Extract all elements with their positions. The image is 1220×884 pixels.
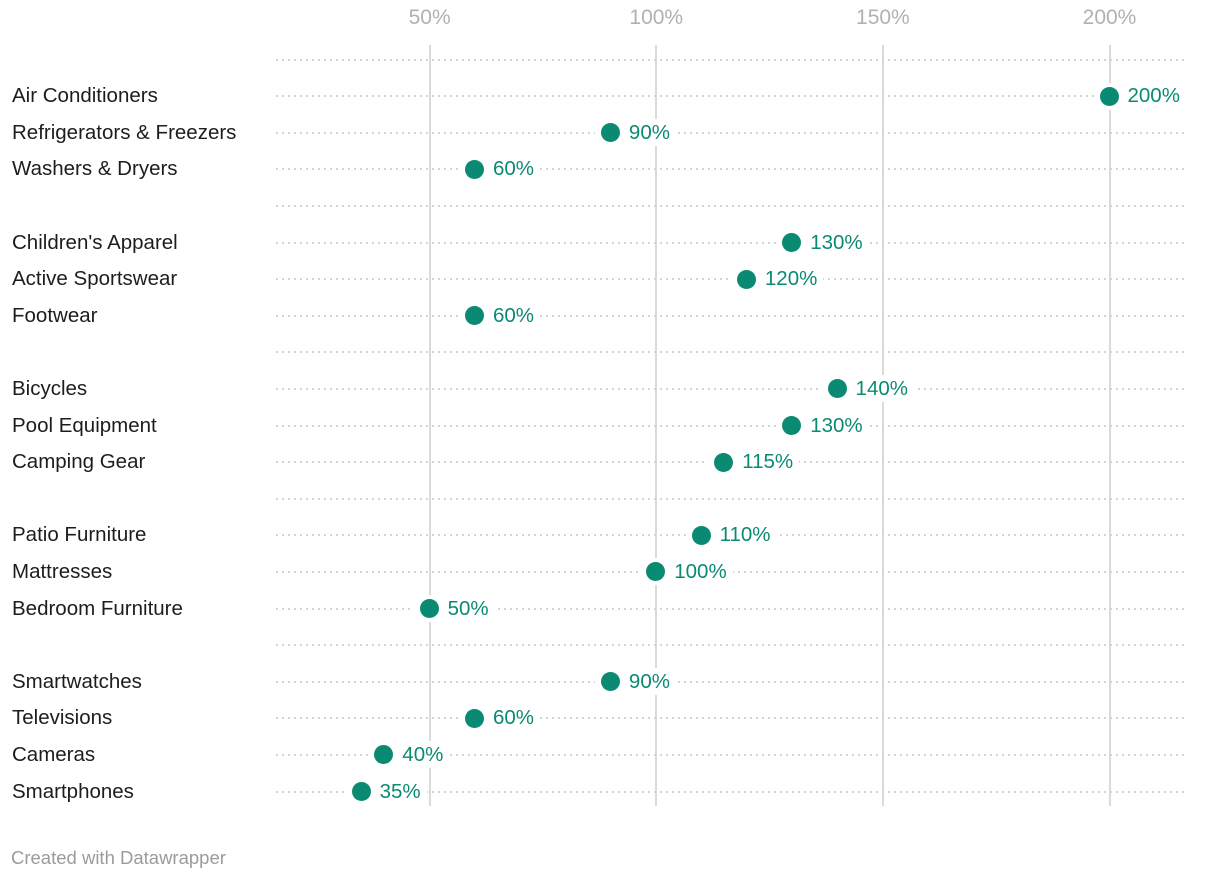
category-label: Televisions: [12, 706, 113, 730]
data-point-dot: [736, 269, 756, 289]
data-point-dot: [351, 782, 371, 801]
data-point: 100%: [640, 558, 733, 586]
x-axis-tick-label: 200%: [1082, 6, 1137, 29]
category-label: Active Sportswear: [12, 267, 178, 291]
value-label: 60%: [492, 157, 534, 181]
category-label: Bedroom Furniture: [12, 596, 183, 620]
category-label: Air Conditioners: [12, 84, 158, 108]
category-label: Bicycles: [12, 376, 88, 400]
value-label: 130%: [810, 230, 863, 254]
data-point: 90%: [594, 668, 676, 696]
data-point: 60%: [458, 302, 540, 330]
value-label: 40%: [402, 742, 444, 766]
data-point: 130%: [776, 229, 869, 256]
row-leader-line: [276, 131, 1188, 134]
row-leader-line: [276, 753, 1188, 756]
data-point: 130%: [776, 412, 869, 439]
data-point: 60%: [458, 155, 540, 183]
data-point: 110%: [685, 521, 777, 549]
value-label: 140%: [855, 376, 908, 400]
row-leader-line: [276, 351, 1188, 354]
category-label: Refrigerators & Freezers: [12, 120, 237, 144]
data-point: 200%: [1093, 82, 1186, 110]
data-point-dot: [782, 233, 802, 252]
category-label: Cameras: [12, 742, 96, 766]
data-point-dot: [464, 708, 484, 728]
row-leader-line: [276, 607, 1188, 610]
category-label: Mattresses: [12, 559, 113, 583]
data-point-dot: [600, 672, 620, 692]
credit-text: Created with Datawrapper: [11, 847, 226, 868]
data-point-dot: [419, 599, 439, 618]
data-point-dot: [464, 306, 484, 326]
value-label: 90%: [628, 669, 670, 693]
data-point: 90%: [594, 119, 676, 147]
data-point-dot: [782, 416, 802, 435]
value-label: 100%: [674, 559, 727, 583]
value-label: 60%: [492, 303, 534, 327]
category-label: Children's Apparel: [12, 230, 178, 254]
x-axis-tick-label: 100%: [629, 6, 684, 29]
value-label: 130%: [810, 413, 863, 437]
data-point-dot: [464, 159, 484, 179]
data-point-dot: [691, 525, 711, 545]
row-leader-line: [276, 95, 1188, 98]
row-leader-line: [276, 497, 1188, 500]
data-point-dot: [827, 379, 847, 399]
value-label: 60%: [492, 706, 534, 730]
row-leader-line: [276, 717, 1188, 720]
row-leader-line: [276, 241, 1188, 244]
value-label: 115%: [742, 450, 794, 474]
data-point: 120%: [730, 265, 824, 293]
data-point: 40%: [368, 741, 450, 769]
row-leader-line: [276, 204, 1188, 207]
value-label: 120%: [764, 267, 818, 291]
data-point: 60%: [458, 704, 540, 732]
category-label: Smartwatches: [12, 669, 142, 693]
row-leader-line: [276, 387, 1188, 390]
row-leader-line: [276, 680, 1188, 683]
category-label: Camping Gear: [12, 450, 146, 474]
data-point: 50%: [413, 595, 495, 622]
category-label: Washers & Dryers: [12, 157, 178, 181]
x-axis-tick-label: 150%: [856, 6, 910, 29]
data-point-dot: [374, 745, 394, 765]
data-point-dot: [600, 123, 620, 143]
data-point: 115%: [708, 448, 800, 476]
value-label: 50%: [447, 596, 489, 620]
category-label: Footwear: [12, 303, 98, 327]
x-axis-tick-label: 50%: [408, 6, 451, 29]
data-point-dot: [646, 562, 666, 582]
row-leader-line: [276, 58, 1188, 61]
data-point-dot: [714, 452, 734, 472]
value-label: 35%: [379, 779, 421, 803]
value-label: 110%: [719, 523, 771, 547]
row-leader-line: [276, 644, 1188, 647]
data-point: 35%: [345, 778, 427, 805]
category-label: Pool Equipment: [12, 413, 157, 437]
row-leader-line: [276, 314, 1188, 317]
row-leader-line: [276, 424, 1188, 427]
category-label: Patio Furniture: [12, 523, 147, 547]
data-point: 140%: [821, 375, 914, 403]
value-label: 90%: [628, 120, 670, 144]
value-label: 200%: [1127, 84, 1180, 108]
data-point-dot: [1099, 86, 1119, 106]
row-leader-line: [276, 790, 1188, 793]
row-leader-line: [276, 168, 1188, 171]
category-label: Smartphones: [12, 779, 134, 803]
